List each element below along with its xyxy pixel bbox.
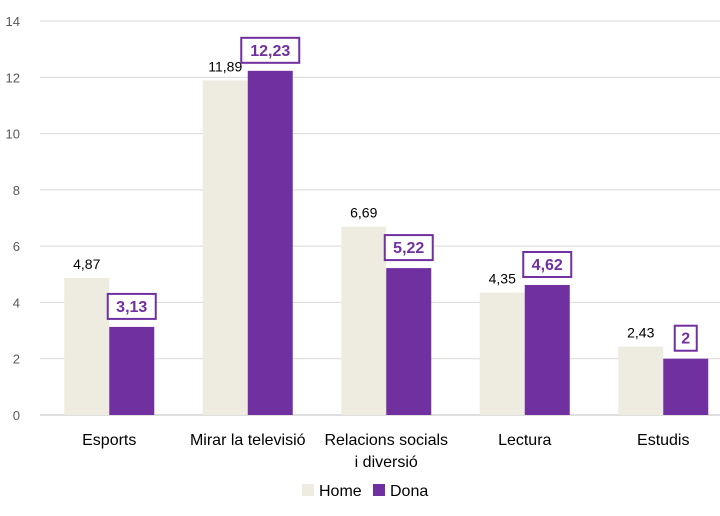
data-label-box: [522, 250, 573, 278]
bar-dona: [663, 358, 709, 415]
bar-home: [341, 226, 387, 415]
y-tick-label: 4: [13, 295, 20, 310]
bar-dona: [386, 268, 432, 415]
data-label-box: [383, 234, 434, 262]
y-tick-label: 6: [13, 239, 20, 254]
bar-home: [618, 346, 664, 415]
data-label-home: 11,89: [208, 58, 242, 74]
data-label-box: [106, 292, 157, 320]
x-tick-label-line: Relacions socials: [324, 432, 448, 449]
data-label-dona: 3,13: [116, 299, 147, 316]
bars: [64, 70, 709, 415]
bar-dona: [247, 70, 293, 415]
data-label-box: [673, 324, 698, 352]
data-label-home: 6,69: [350, 205, 377, 221]
y-tick-label: 12: [6, 70, 20, 85]
x-tick-label-line: Esports: [82, 432, 136, 449]
x-tick-label-line: Mirar la televisió: [190, 432, 306, 449]
data-label-dona: 12,23: [250, 43, 290, 60]
x-tick-label: Lectura: [498, 432, 551, 449]
data-label-home: 2,43: [627, 325, 654, 341]
y-tick-label: 14: [6, 14, 20, 29]
bar-home: [64, 277, 110, 415]
data-label-dona: 5,22: [393, 240, 424, 257]
y-tick-label: 8: [13, 183, 20, 198]
data-label-dona: 2: [681, 331, 690, 348]
data-labels: 4,87 3,13 11,89 12,23 6,69 5,22 4,35 4,62 2,43 2: [73, 36, 698, 352]
legend: Home Dona: [302, 483, 428, 500]
x-tick-label-line: Lectura: [498, 432, 551, 449]
x-tick-label: Esports: [82, 432, 136, 449]
x-tick-label-line: i diversió: [355, 454, 418, 471]
bar-dona: [109, 326, 155, 415]
legend-swatch: [302, 484, 314, 496]
x-tick-label-line: Estudis: [637, 432, 689, 449]
y-tick-label: 0: [13, 408, 20, 423]
x-tick-label: Relacions socials i diversió: [324, 432, 448, 471]
x-axis: Esports Mirar la televisió Relacions socia…: [82, 432, 689, 471]
x-tick-label: Mirar la televisió: [190, 432, 306, 449]
bar-dona: [524, 284, 570, 415]
data-label-home: 4,87: [73, 256, 100, 272]
bar-home: [202, 80, 248, 415]
x-tick-label: Estudis: [637, 432, 689, 449]
y-tick-label: 2: [13, 352, 20, 367]
legend-swatch: [373, 484, 385, 496]
data-label-dona: 4,62: [532, 257, 563, 274]
legend-label: Dona: [390, 483, 428, 500]
bar-home: [479, 292, 525, 415]
y-axis: 0 2 4 6 8 10 12 14: [6, 14, 20, 423]
data-label-home: 4,35: [489, 271, 516, 287]
data-label-box: [240, 36, 301, 64]
y-tick-label: 10: [6, 127, 20, 142]
legend-label: Home: [319, 483, 362, 500]
